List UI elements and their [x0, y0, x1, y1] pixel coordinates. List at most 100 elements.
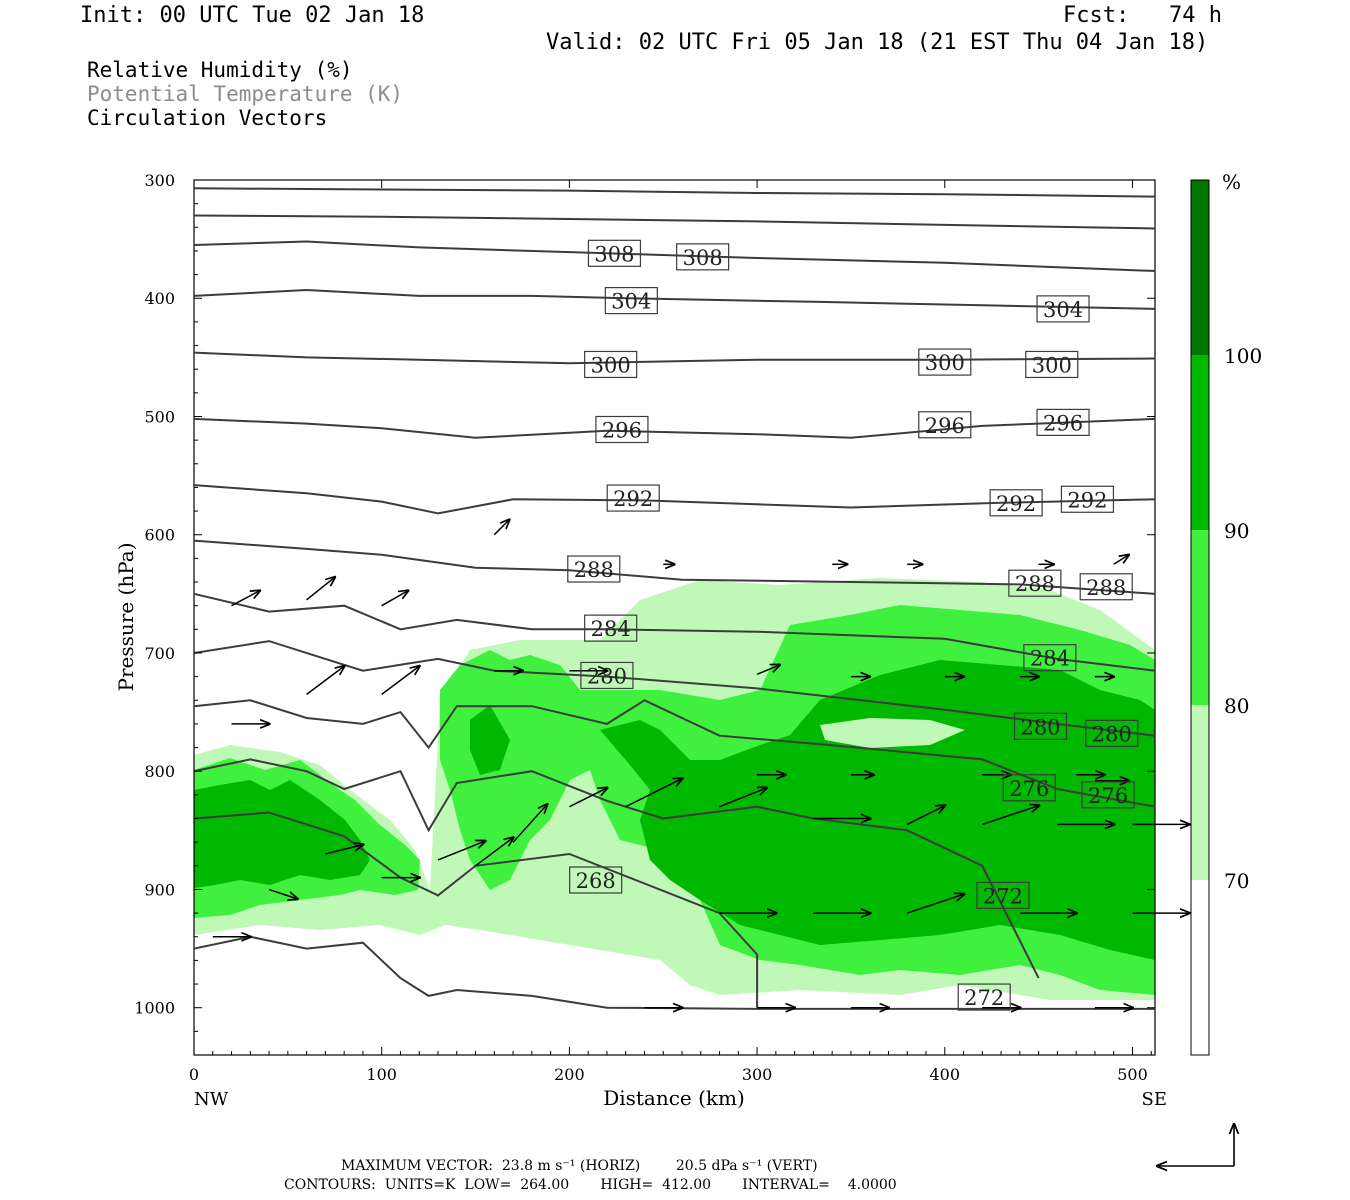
x-tick-label: 200 [554, 1065, 585, 1084]
isentrope-label: 280 [1085, 719, 1139, 747]
wind-vector [625, 778, 683, 808]
isentrope-label-box [1085, 719, 1139, 747]
isentrope-label-box [567, 555, 621, 583]
isentrope-label: 296 [595, 415, 649, 444]
x-axis-label: Distance (km) [603, 1086, 745, 1110]
isentrope-label-text: 272 [964, 986, 1004, 1010]
wind-vector [325, 845, 363, 855]
isentrope-label-box [957, 983, 1011, 1011]
wind-vector [381, 591, 409, 607]
isentrope-label-box [1002, 774, 1056, 802]
isentrope-label-text: 268 [576, 869, 616, 893]
isentrope-line [194, 187, 1155, 198]
isentrope-label-text: 276 [1009, 777, 1049, 801]
isentrope-label-text: 272 [983, 884, 1023, 908]
isentrope-label-text: 284 [591, 617, 631, 641]
x-left-end-label: NW [194, 1089, 229, 1110]
isentrope-label-box [606, 484, 660, 512]
isentrope-label-box [580, 661, 634, 690]
wind-vector [719, 788, 768, 808]
isentrope-label: 276 [1002, 774, 1056, 802]
isentrope-label-box [1023, 644, 1077, 672]
legend-theta: Potential Temperature (K) [87, 82, 404, 106]
isentrope-label-text: 280 [587, 664, 627, 688]
isentrope-label-box [604, 287, 658, 315]
isentrope-label: 280 [580, 661, 634, 690]
isentrope-label-box [989, 489, 1043, 517]
isentrope-line [194, 417, 1155, 439]
isentrope-line [194, 699, 1155, 808]
isentrope-label-text: 308 [594, 242, 634, 266]
isentrope-label-text: 304 [1043, 298, 1083, 322]
isentrope-label: 304 [604, 287, 658, 315]
isentrope-labels: 308 308 304 304 300 300 300 296 296 296 292 292 292 2… [567, 239, 1139, 1011]
isentrope-label: 284 [1023, 644, 1077, 672]
isentrope-label-box [1013, 712, 1068, 740]
isentrope-line [194, 288, 1155, 310]
wind-vector [982, 805, 1039, 826]
isentrope-label: 296 [918, 411, 972, 439]
wind-vector [381, 666, 420, 696]
colorbar-level-label: 90 [1224, 519, 1249, 543]
isentrope-label-text: 288 [574, 558, 614, 582]
isentrope-label: 288 [1008, 569, 1062, 597]
isentrope-label: 308 [676, 243, 730, 271]
colorbar-seg-90 [1191, 355, 1209, 530]
legend-rh: Relative Humidity (%) [87, 58, 353, 82]
isentrope-label-box [587, 239, 642, 267]
isentrope-label-box [584, 350, 638, 379]
x-tick-label: 300 [742, 1065, 773, 1084]
isentrope-label-text: 300 [591, 353, 631, 377]
isentrope-label-box [1036, 408, 1090, 436]
forecast-hour: Fcst: 74 h [1063, 3, 1222, 28]
y-tick-label: 300 [144, 171, 175, 190]
isentrope-label-text: 296 [1043, 411, 1083, 435]
isentrope-label: 292 [1060, 485, 1115, 513]
isentrope-label-text: 300 [1032, 353, 1072, 377]
isentrope-line [194, 539, 1155, 595]
plot-frame [193, 179, 1156, 1056]
wind-vector [906, 894, 964, 914]
y-tick-label: 900 [144, 880, 175, 899]
isentrope-label-text: 276 [1088, 784, 1128, 808]
colorbar-seg-0 [1191, 880, 1209, 1055]
circulation-vectors [212, 520, 1190, 1008]
isentrope-label-text: 308 [683, 246, 723, 270]
reference-vector [1157, 1124, 1234, 1166]
isentrope-label: 280 [1013, 712, 1068, 740]
colorbar-unit: % [1222, 170, 1241, 194]
colorbar-seg-100 [1191, 180, 1209, 355]
isentrope-line [194, 640, 1155, 737]
isentrope-line [194, 592, 1155, 672]
isentrope-label-text: 296 [602, 418, 642, 442]
isentrope-label: 288 [567, 555, 621, 583]
isentrope-label-box [1081, 781, 1135, 809]
y-tick-label: 800 [144, 762, 175, 781]
rh-shading [194, 578, 1155, 1000]
isentrope-label: 276 [1081, 781, 1135, 809]
isentrope-label-text: 300 [925, 351, 965, 375]
isentrope-label: 284 [584, 614, 638, 642]
isentrope-line [194, 240, 1155, 272]
wind-vector [906, 805, 945, 826]
isentrope-label-box [569, 866, 623, 894]
valid-time: Valid: 02 UTC Fri 05 Jan 18 (21 EST Thu … [546, 30, 1209, 55]
wind-vector [756, 665, 780, 675]
isentrope-label: 308 [587, 239, 642, 267]
wind-vector [1113, 555, 1129, 565]
wind-vector [306, 577, 336, 601]
contour-info: CONTOURS: UNITS=K LOW= 264.00 HIGH= 412.… [284, 1177, 897, 1193]
x-tick-label: 0 [189, 1065, 199, 1084]
y-tick-label: 600 [144, 526, 175, 545]
isentrope-label-text: 292 [996, 492, 1036, 516]
isentrope-label-text: 296 [925, 414, 965, 438]
wind-vector [231, 591, 261, 607]
wind-vector [569, 788, 607, 808]
isentrope-label-box [584, 614, 638, 642]
isentrope-label-text: 280 [1092, 722, 1132, 746]
isentrope-label: 304 [1036, 295, 1090, 323]
y-tick-label: 500 [144, 407, 175, 426]
isentrope-label: 268 [569, 866, 623, 894]
isentrope-label: 292 [989, 489, 1043, 517]
